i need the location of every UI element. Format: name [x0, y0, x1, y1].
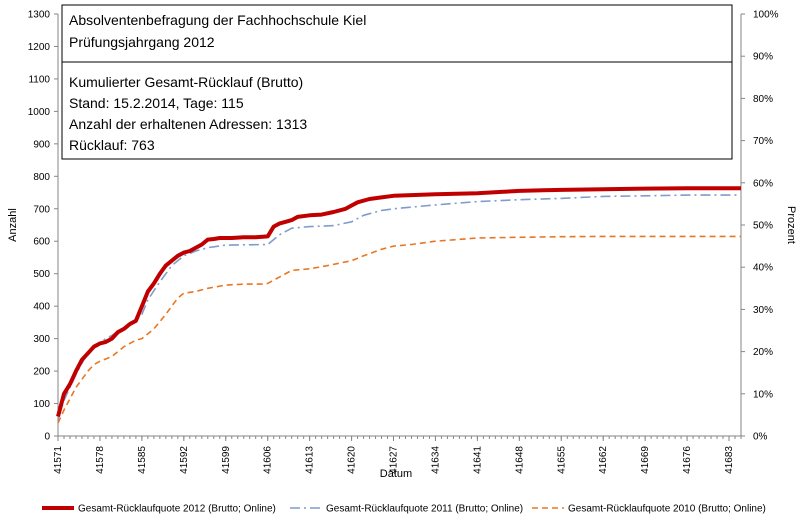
y-tick-label: 1200 [28, 42, 51, 53]
x-tick-label: 41627 [389, 446, 400, 474]
y-tick-label: 400 [33, 302, 50, 313]
x-tick-label: 41613 [305, 446, 316, 474]
annotation-line: Prüfungsjahrgang 2012 [69, 34, 215, 50]
x-tick-label: 41669 [640, 446, 651, 474]
legend-label: Gesamt-Rücklaufquote 2011 (Brutto; Onlin… [326, 504, 523, 515]
y-tick-label: 1100 [28, 74, 50, 85]
legend-label: Gesamt-Rücklaufquote 2010 (Brutto; Onlin… [568, 504, 766, 515]
y-tick-label: 800 [33, 172, 50, 183]
x-tick-label: 41634 [430, 446, 441, 474]
y-tick-label: 200 [33, 367, 50, 378]
x-tick-label: 41585 [137, 446, 148, 474]
y-tick-label: 900 [33, 139, 50, 150]
y2-tick-label: 30% [753, 305, 773, 316]
y2-tick-label: 20% [753, 347, 773, 358]
x-tick-label: 41641 [472, 446, 483, 474]
y2-tick-label: 50% [753, 221, 773, 232]
x-tick-label: 41683 [724, 446, 735, 474]
y2-tick-label: 10% [753, 389, 773, 400]
y-tick-label: 0 [44, 432, 50, 443]
series-lines [56, 186, 741, 424]
y2-tick-label: 80% [753, 94, 773, 105]
y-tick-label: 600 [33, 237, 50, 248]
y-tick-label: 500 [33, 269, 50, 280]
y2-tick-label: 100% [753, 10, 779, 21]
annotation-status-box [61, 61, 733, 160]
y2-tick-label: 0% [753, 432, 768, 443]
y-tick-label: 100 [33, 399, 50, 410]
x-tick-label: 41655 [556, 446, 567, 474]
x-tick-label: 41620 [347, 446, 358, 474]
x-tick-label: 41606 [263, 446, 274, 474]
y2-tick-label: 60% [753, 178, 773, 189]
axes: 0 100 200 300 400 500 600 700 800 900 1000 1100 1200… [28, 10, 779, 474]
x-tick-label: 41662 [598, 446, 609, 474]
series-line-3 [57, 235, 741, 424]
legend: Gesamt-Rücklaufquote 2012 (Brutto; Onlin… [42, 504, 766, 515]
x-tick-label: 41648 [514, 446, 525, 474]
y2-tick-label: 40% [753, 263, 773, 274]
annotation-line: Anzahl der erhaltenen Adressen: 1313 [69, 116, 307, 132]
y2-axis-title: Prozent [785, 206, 797, 244]
x-tick-label: 41676 [682, 446, 693, 474]
annotation-line: Stand: 15.2.2014, Tage: 115 [69, 95, 244, 111]
y-tick-label: 300 [33, 334, 50, 345]
annotation-box: Absolventenbefragung der Fachhochschule … [61, 4, 733, 160]
x-tick-label: 41592 [179, 446, 190, 474]
y-tick-label: 700 [33, 204, 50, 215]
y2-tick-label: 70% [753, 136, 773, 147]
y2-tick-label: 90% [753, 52, 773, 63]
annotation-line: Absolventenbefragung der Fachhochschule … [69, 12, 366, 28]
x-tick-label: 41578 [95, 446, 106, 474]
series-line-1 [56, 186, 741, 418]
x-axis-title: Datum [380, 468, 412, 480]
x-tick-label: 41599 [221, 446, 232, 474]
y-axis-title: Anzahl [7, 208, 19, 242]
x-tick-label: 41571 [53, 446, 64, 474]
y-tick-label: 1300 [28, 10, 51, 21]
y-tick-label: 1000 [28, 107, 51, 118]
legend-label: Gesamt-Rücklaufquote 2012 (Brutto; Onlin… [78, 504, 276, 515]
annotation-line: Rücklauf: 763 [69, 137, 155, 153]
annotation-line: Kumulierter Gesamt-Rücklauf (Brutto) [69, 74, 303, 90]
annotation-title-box [61, 4, 733, 63]
